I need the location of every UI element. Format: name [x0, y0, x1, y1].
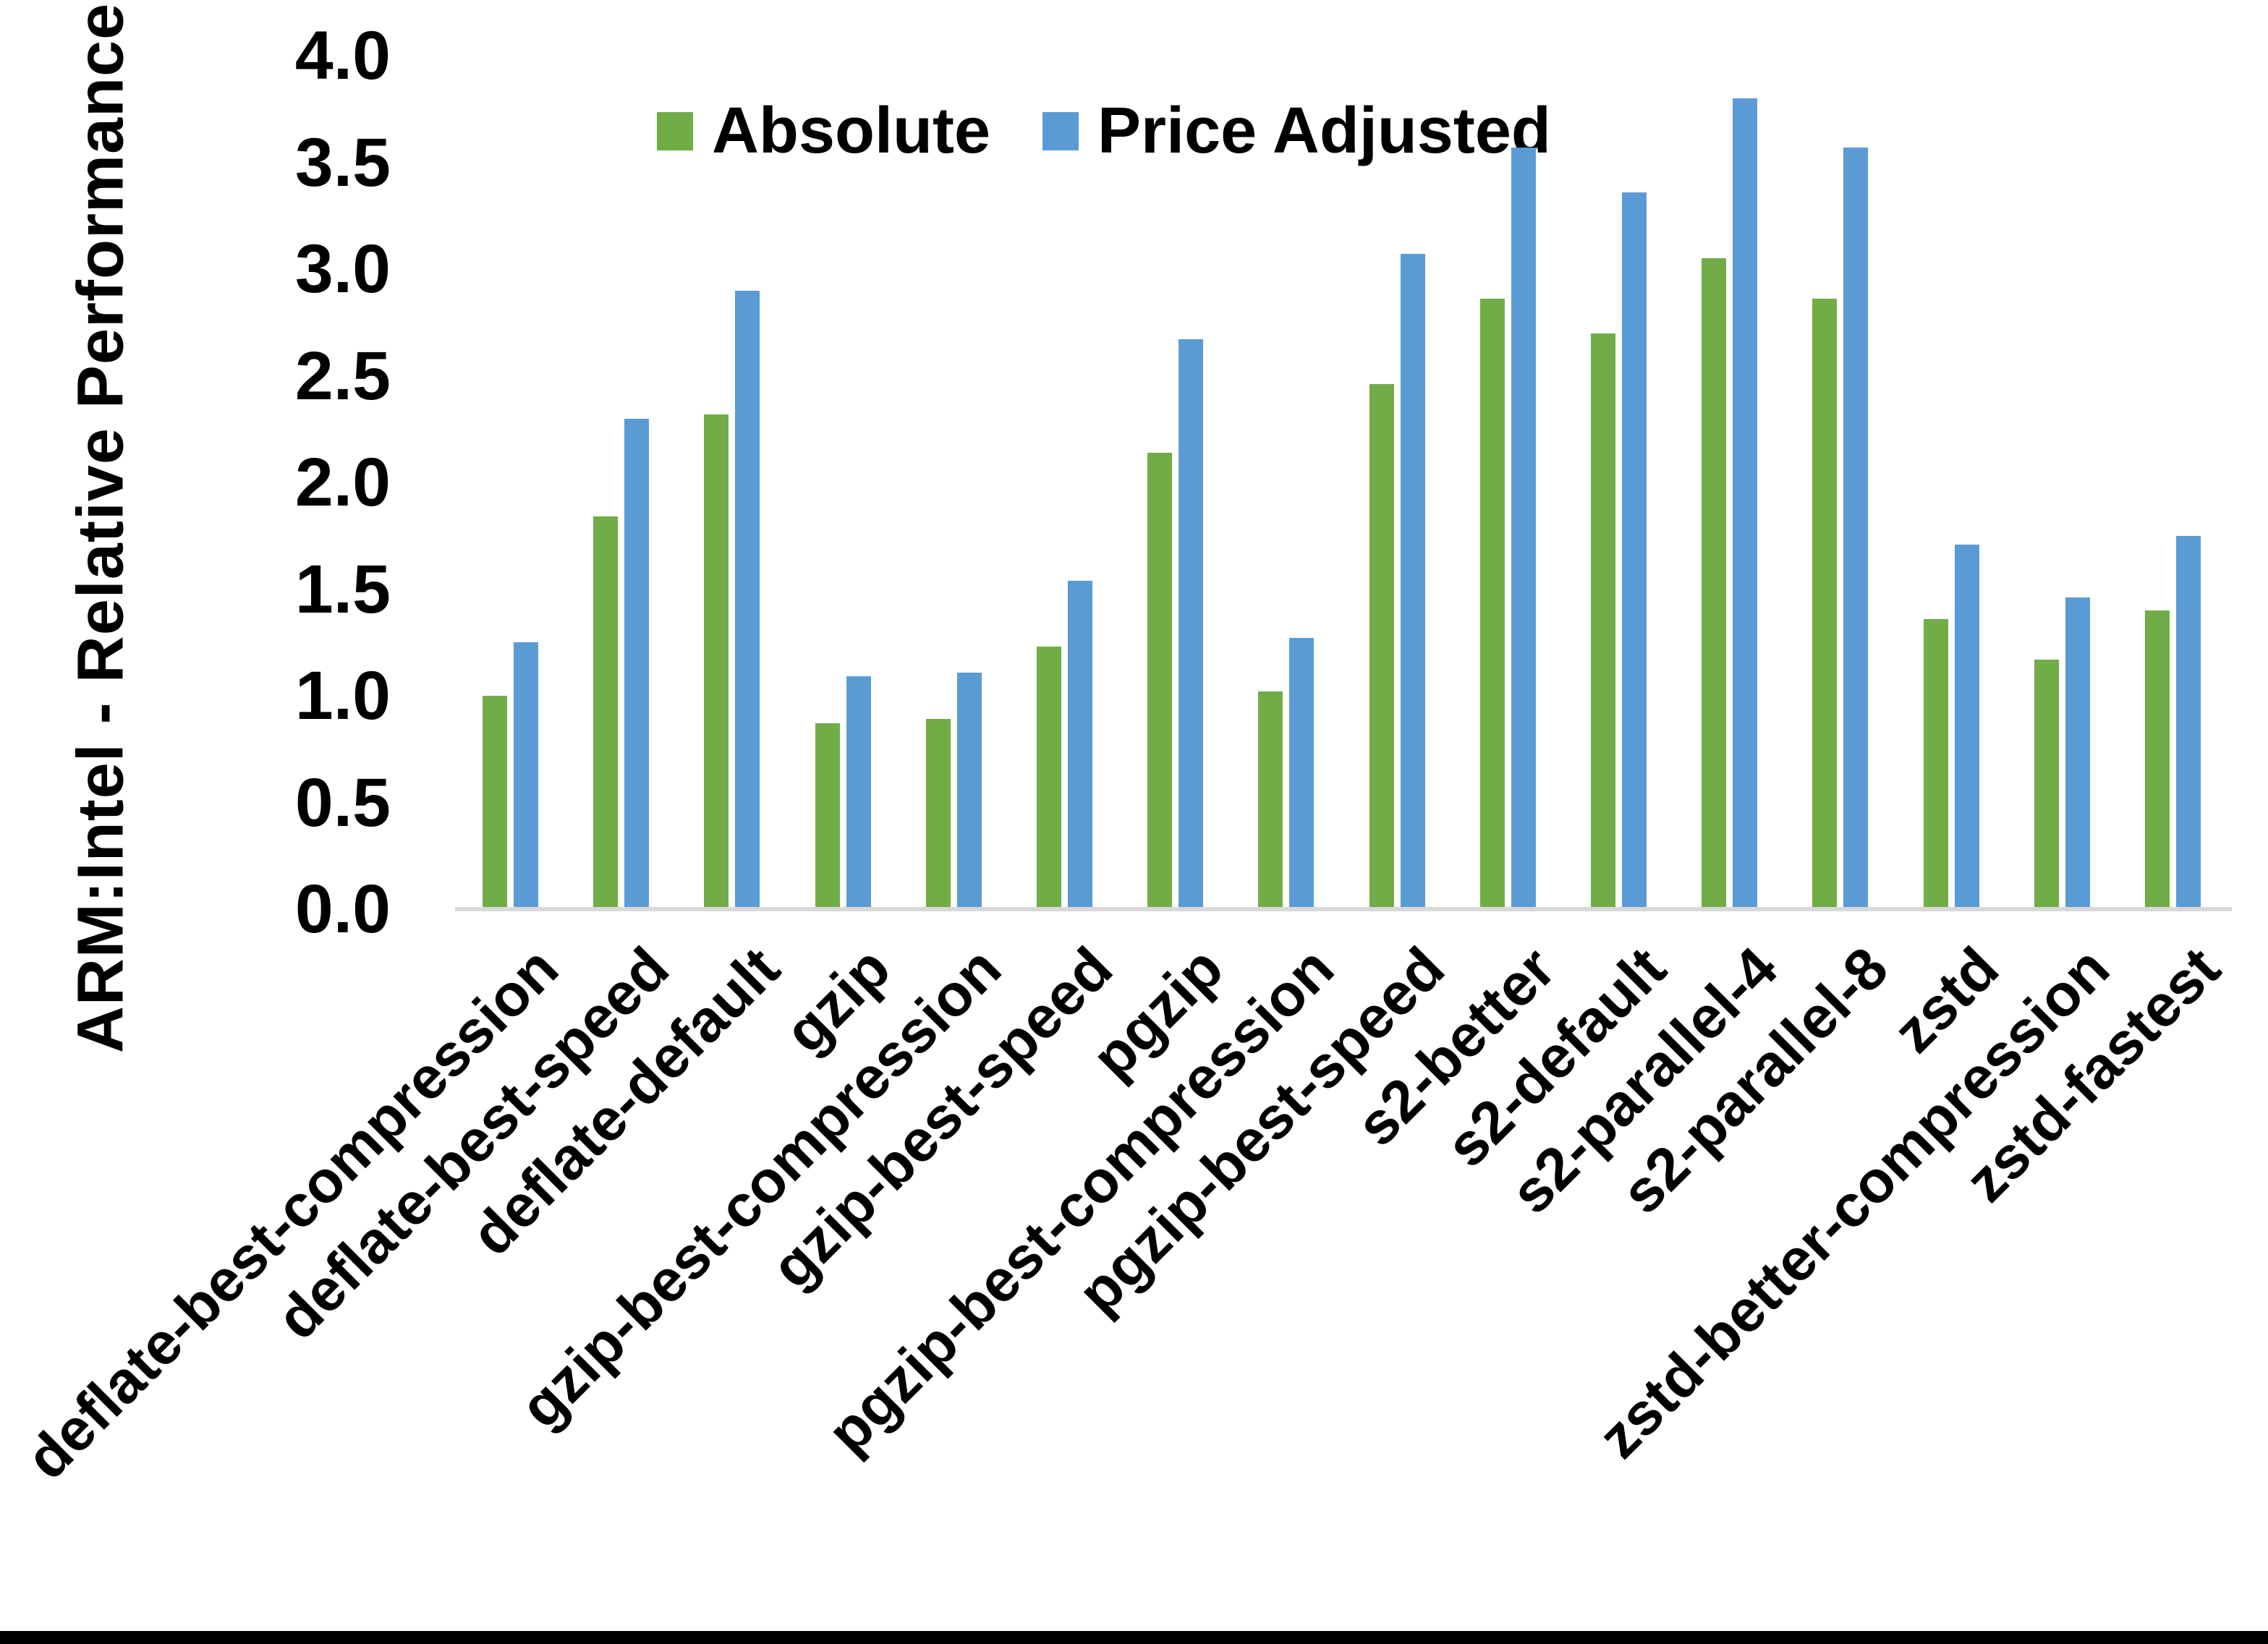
bar-group-deflate-default — [676, 56, 787, 909]
x-axis-line — [455, 907, 2232, 911]
bar-price-adjusted — [1068, 580, 1093, 909]
bar-absolute — [1590, 333, 1615, 909]
legend-label: Absolute — [712, 95, 991, 167]
bar-price-adjusted — [624, 418, 650, 909]
bar-absolute — [1147, 452, 1173, 909]
y-axis-tick-label: 2.0 — [294, 444, 391, 521]
bar-group-zstd — [1895, 56, 2006, 909]
bar-absolute — [593, 516, 619, 909]
bar-price-adjusted — [1289, 638, 1314, 909]
bar-price-adjusted — [2175, 535, 2201, 909]
bar-group-zstd-fastest — [2118, 56, 2228, 909]
y-axis-tick-label: 1.0 — [294, 657, 391, 734]
bar-price-adjusted — [1733, 98, 1758, 909]
bar-absolute — [925, 719, 951, 909]
bar-price-adjusted — [1954, 544, 1979, 909]
bar-price-adjusted — [514, 642, 539, 909]
legend-swatch-price-adjusted — [1042, 112, 1079, 150]
bar-group-s2-better — [1453, 56, 1563, 909]
bar-group-pgzip-best-speed — [1342, 56, 1453, 909]
bar-price-adjusted — [2065, 597, 2090, 909]
bar-absolute — [704, 414, 729, 909]
bar-price-adjusted — [1843, 147, 1869, 909]
legend-item-absolute: Absolute — [657, 94, 990, 169]
legend-label: Price Adjusted — [1097, 95, 1551, 167]
y-axis-tick-label: 3.5 — [294, 124, 391, 201]
bar-group-deflate-best-speed — [566, 56, 676, 909]
bar-price-adjusted — [1400, 254, 1425, 909]
bar-absolute — [1258, 691, 1283, 909]
plot-area — [455, 56, 2228, 909]
bar-absolute — [1037, 647, 1062, 909]
bar-absolute — [1479, 299, 1505, 909]
bar-price-adjusted — [735, 290, 760, 909]
bar-group-gzip-best-compression — [899, 56, 1009, 909]
bar-group-gzip — [788, 56, 899, 909]
y-axis-tick-label: 0.0 — [294, 871, 391, 947]
bar-absolute — [483, 696, 508, 909]
bar-group-gzip-best-speed — [1009, 56, 1120, 909]
legend-swatch-absolute — [657, 112, 693, 150]
bar-group-s2-default — [1563, 56, 1674, 909]
bar-absolute — [1369, 384, 1394, 909]
y-axis-tick-label: 1.5 — [294, 550, 391, 628]
bar-absolute — [815, 723, 840, 909]
bar-absolute — [2034, 659, 2059, 909]
y-axis-tick-label: 0.5 — [294, 764, 391, 841]
y-axis-tick-label: 2.5 — [294, 337, 391, 414]
y-axis-tick-label: 4.0 — [294, 17, 391, 94]
bar-price-adjusted — [846, 676, 871, 909]
bar-absolute — [1702, 258, 1727, 909]
bar-price-adjusted — [956, 672, 982, 909]
bottom-border-bar — [0, 1631, 2268, 1644]
bar-group-s2-parallel-8 — [1785, 56, 1895, 909]
bar-absolute — [1923, 618, 1948, 909]
bar-absolute — [2144, 610, 2170, 909]
bar-price-adjusted — [1178, 339, 1204, 909]
y-axis-tick-label: 3.0 — [294, 231, 391, 307]
bar-group-deflate-best-compression — [455, 56, 566, 909]
bar-group-s2-parallel-4 — [1674, 56, 1785, 909]
bar-group-zstd-better-compression — [2007, 56, 2118, 909]
bar-group-pgzip — [1120, 56, 1231, 909]
bar-price-adjusted — [1621, 192, 1647, 909]
bar-price-adjusted — [1511, 147, 1536, 909]
bar-group-pgzip-best-compression — [1231, 56, 1341, 909]
legend: Absolute Price Adjusted — [657, 94, 1551, 169]
bar-absolute — [1812, 299, 1838, 909]
legend-item-price-adjusted: Price Adjusted — [1042, 94, 1551, 169]
